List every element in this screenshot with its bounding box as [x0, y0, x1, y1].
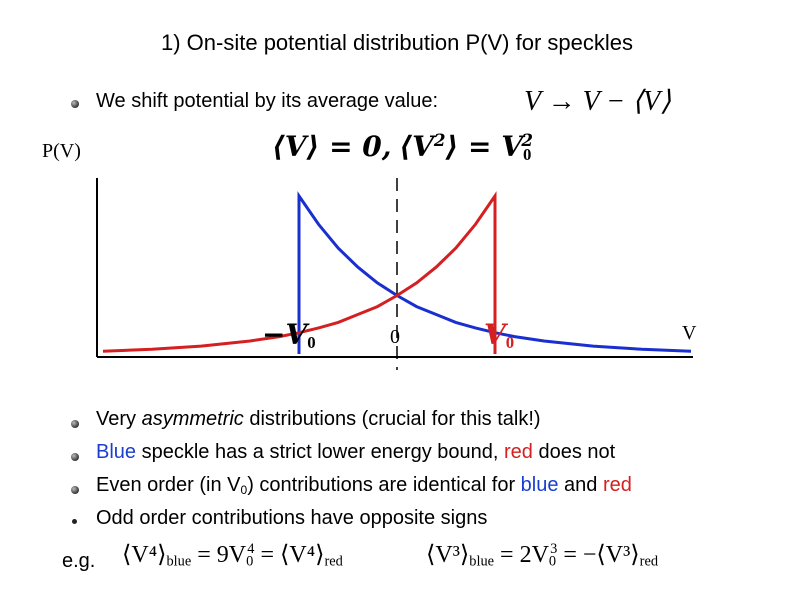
- b3-sub: 0: [240, 483, 248, 497]
- sub-0: 0: [523, 145, 532, 165]
- eq1-sub: blue: [166, 553, 192, 570]
- bullet-even-order: Even order (in V0) contributions are ide…: [96, 474, 632, 497]
- eq2-sup: 3: [550, 541, 558, 558]
- sup-2b: 2: [521, 130, 534, 150]
- eq2-sub2: red: [639, 553, 659, 570]
- shift-text: We shift potential by its average value:: [96, 90, 439, 112]
- eq1-mid: = 9V: [197, 542, 247, 568]
- tick-pos-v0: V0: [484, 318, 514, 353]
- bullet-icon: [71, 453, 79, 461]
- b3-a: Even order (in V: [96, 474, 241, 496]
- eg-label: e.g.: [62, 550, 96, 572]
- tick-zero: 0: [390, 326, 400, 348]
- bullet-icon: [72, 519, 77, 524]
- b2-mid: speckle has a strict lower energy bound,: [136, 441, 504, 463]
- eq2-mid: = 2V: [500, 542, 549, 568]
- tick-neg-label: −V: [262, 318, 308, 351]
- eq1-lhs: ⟨V⁴⟩: [122, 542, 167, 568]
- sup-2: 2: [433, 130, 446, 150]
- b3-and: and: [558, 474, 603, 496]
- y-axis-label: P(V): [42, 140, 81, 162]
- tick-neg-v0: −V0: [262, 318, 316, 353]
- blue-distribution-curve: [297, 191, 692, 354]
- eq1-rhs: = ⟨V⁴⟩: [260, 542, 325, 568]
- equation-even: ⟨V⁴⟩blue = 9V04 = ⟨V⁴⟩red: [122, 540, 343, 571]
- tick-pos-sub: 0: [505, 333, 515, 353]
- equation-odd: ⟨V³⟩blue = 2V03 = −⟨V³⟩red: [426, 540, 658, 571]
- eq1-sup: 4: [247, 541, 255, 558]
- eq2-rhs: = −⟨V³⟩: [563, 542, 640, 568]
- b2-blue: Blue: [96, 441, 137, 463]
- moments-mean: ⟨V⟩ = 0,: [272, 130, 392, 164]
- bullet-icon: [71, 486, 79, 494]
- bullet-icon: [71, 420, 79, 428]
- bullet-asymmetric: Very asymmetric distributions (crucial f…: [96, 408, 541, 431]
- tick-pos-label: V: [484, 318, 506, 351]
- b2-end: does not: [532, 441, 616, 463]
- b2-red: red: [504, 441, 533, 463]
- b3-b: ) contributions are identical for: [247, 474, 521, 496]
- x-axis-label: V: [682, 322, 697, 344]
- bullet-icon: [71, 100, 79, 108]
- eq2-lhs: ⟨V³⟩: [426, 542, 470, 568]
- bullet-odd-order: Odd order contributions have opposite si…: [96, 507, 488, 529]
- eq2-sub: blue: [469, 553, 495, 570]
- b1-a: Very: [96, 408, 142, 430]
- moments-second-rhs: ⟩ = V: [445, 130, 523, 164]
- bullet-lower-bound: Blue speckle has a strict lower energy b…: [96, 441, 615, 464]
- shift-formula: V → V − ⟨V⟩: [524, 86, 672, 117]
- moments-second-lhs: ⟨V: [399, 130, 434, 164]
- moments-second: ⟨V2⟩ = V02: [399, 130, 534, 165]
- slide-title: 1) On-site potential distribution P(V) f…: [161, 30, 633, 55]
- b1-b: distributions (crucial for this talk!): [243, 408, 541, 430]
- b3-blue: blue: [520, 474, 559, 496]
- b3-red: red: [602, 474, 632, 496]
- b1-em: asymmetric: [141, 408, 244, 430]
- moments-formula: ⟨V⟩ = 0, ⟨V2⟩ = V02: [272, 130, 533, 165]
- eq1-sub0: 0: [246, 553, 254, 570]
- eq2-sub0: 0: [548, 553, 557, 570]
- tick-neg-sub: 0: [307, 333, 316, 353]
- eq1-sub2: red: [324, 553, 343, 570]
- red-distribution-curve: [102, 191, 497, 354]
